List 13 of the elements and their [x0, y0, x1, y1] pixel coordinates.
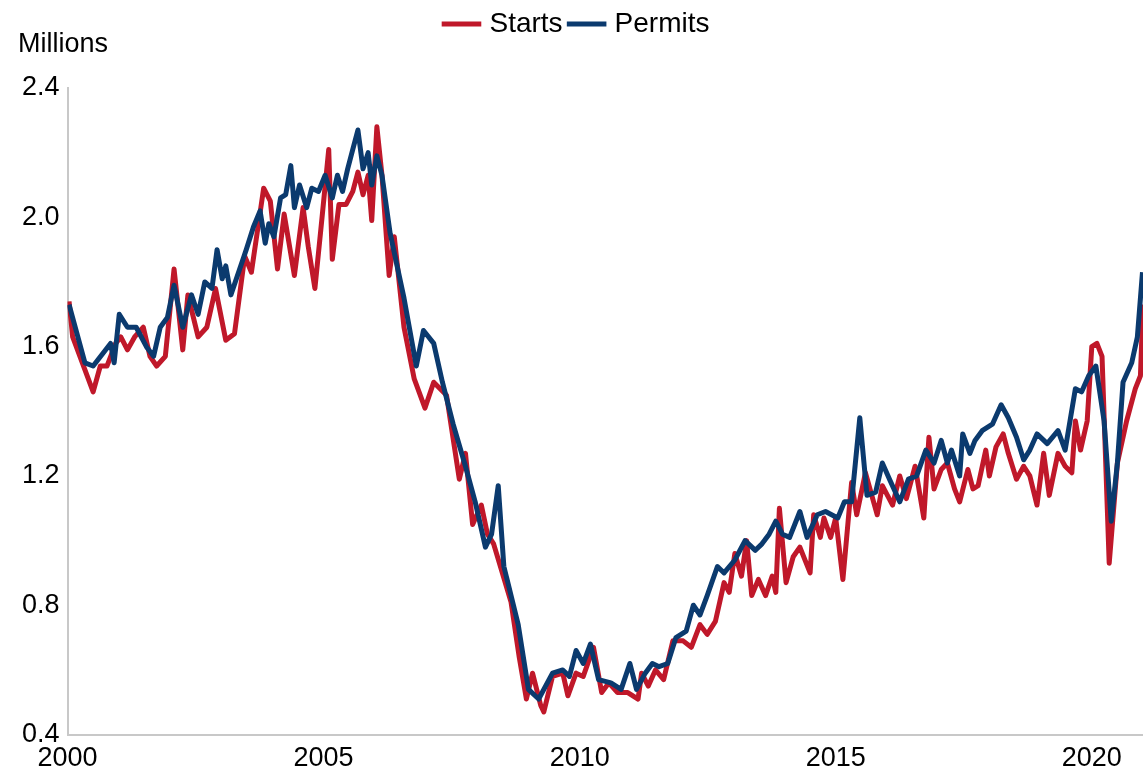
- y-tick-label: 2.4: [21, 71, 60, 102]
- x-tick-label: 2005: [293, 742, 354, 773]
- y-tick-label: 2.0: [21, 200, 60, 231]
- legend-label: Permits: [614, 6, 710, 38]
- x-tick-label: 2010: [549, 742, 610, 773]
- y-tick-label: 1.6: [21, 330, 60, 361]
- x-tick-label: 2020: [1061, 742, 1122, 773]
- y-tick-label: 1.2: [21, 459, 60, 490]
- legend-label: Starts: [489, 6, 563, 38]
- x-tick-label: 2015: [805, 742, 866, 773]
- x-tick-label: 2000: [37, 742, 98, 773]
- y-tick-label: 0.8: [21, 588, 60, 619]
- y-axis-title: Millions: [18, 27, 109, 58]
